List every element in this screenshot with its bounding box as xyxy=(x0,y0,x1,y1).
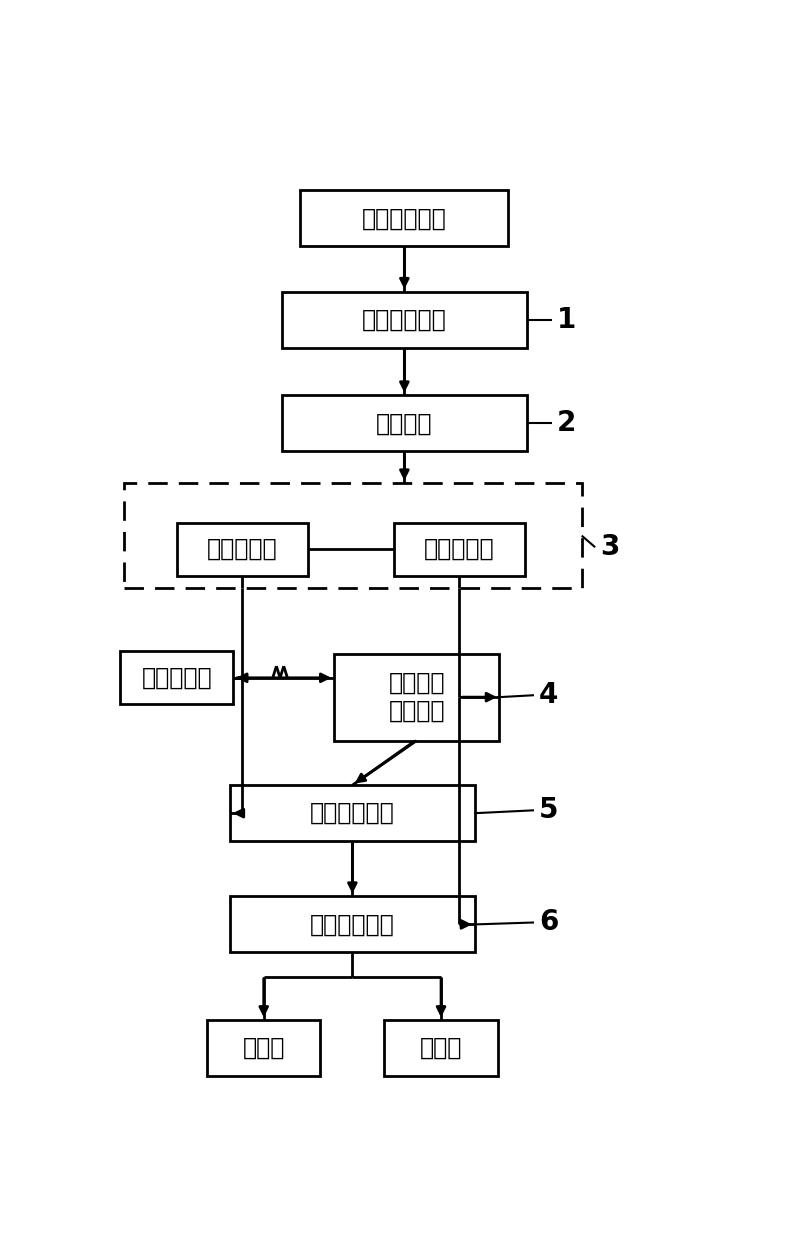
Text: 标牌数据
生成模块: 标牌数据 生成模块 xyxy=(388,671,445,723)
FancyBboxPatch shape xyxy=(208,1020,320,1076)
Text: 解析子模块: 解析子模块 xyxy=(424,538,495,561)
Text: 打印机: 打印机 xyxy=(242,1036,285,1060)
Text: 标牌定义模块: 标牌定义模块 xyxy=(362,308,447,332)
FancyBboxPatch shape xyxy=(384,1020,498,1076)
Text: 显示器: 显示器 xyxy=(420,1036,462,1060)
FancyBboxPatch shape xyxy=(394,522,525,575)
Text: 2: 2 xyxy=(557,409,577,437)
Text: 需求输入模块: 需求输入模块 xyxy=(362,206,447,230)
Text: 5: 5 xyxy=(539,796,559,824)
Text: 数据存储器: 数据存储器 xyxy=(141,666,212,690)
Text: 配置模块: 配置模块 xyxy=(376,412,432,436)
Text: 3: 3 xyxy=(600,534,619,561)
FancyBboxPatch shape xyxy=(230,785,475,842)
FancyBboxPatch shape xyxy=(282,396,527,451)
FancyBboxPatch shape xyxy=(334,653,499,741)
Text: 4: 4 xyxy=(539,681,559,710)
FancyBboxPatch shape xyxy=(282,291,527,348)
Text: 加载子模块: 加载子模块 xyxy=(207,538,278,561)
FancyBboxPatch shape xyxy=(125,484,581,588)
FancyBboxPatch shape xyxy=(121,651,234,705)
Text: 标牌生成模块: 标牌生成模块 xyxy=(310,801,394,825)
Text: 6: 6 xyxy=(539,908,559,937)
Text: 1: 1 xyxy=(557,306,577,334)
FancyBboxPatch shape xyxy=(177,522,308,575)
FancyBboxPatch shape xyxy=(230,897,475,952)
FancyBboxPatch shape xyxy=(301,191,508,246)
Text: 打印处置模块: 打印处置模块 xyxy=(310,912,394,937)
